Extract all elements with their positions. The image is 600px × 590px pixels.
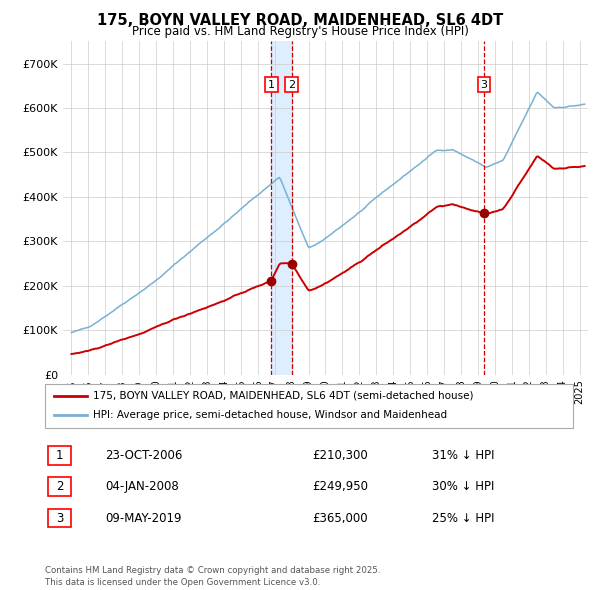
Text: 2: 2: [56, 480, 63, 493]
Text: 175, BOYN VALLEY ROAD, MAIDENHEAD, SL6 4DT (semi-detached house): 175, BOYN VALLEY ROAD, MAIDENHEAD, SL6 4…: [93, 391, 473, 401]
Text: 23-OCT-2006: 23-OCT-2006: [105, 449, 182, 462]
Text: 31% ↓ HPI: 31% ↓ HPI: [432, 449, 494, 462]
Text: £365,000: £365,000: [312, 512, 368, 525]
Text: 1: 1: [56, 449, 63, 462]
Text: £210,300: £210,300: [312, 449, 368, 462]
Text: HPI: Average price, semi-detached house, Windsor and Maidenhead: HPI: Average price, semi-detached house,…: [93, 411, 447, 420]
Text: 04-JAN-2008: 04-JAN-2008: [105, 480, 179, 493]
Bar: [271, 41, 292, 375]
Text: £249,950: £249,950: [312, 480, 368, 493]
Text: 2: 2: [288, 80, 295, 90]
Text: Price paid vs. HM Land Registry's House Price Index (HPI): Price paid vs. HM Land Registry's House …: [131, 25, 469, 38]
Text: 30% ↓ HPI: 30% ↓ HPI: [432, 480, 494, 493]
Text: 1: 1: [268, 80, 275, 90]
Text: 3: 3: [481, 80, 488, 90]
Text: 3: 3: [56, 512, 63, 525]
Text: 175, BOYN VALLEY ROAD, MAIDENHEAD, SL6 4DT: 175, BOYN VALLEY ROAD, MAIDENHEAD, SL6 4…: [97, 13, 503, 28]
Text: 25% ↓ HPI: 25% ↓ HPI: [432, 512, 494, 525]
Text: Contains HM Land Registry data © Crown copyright and database right 2025.
This d: Contains HM Land Registry data © Crown c…: [45, 566, 380, 587]
Text: 09-MAY-2019: 09-MAY-2019: [105, 512, 182, 525]
